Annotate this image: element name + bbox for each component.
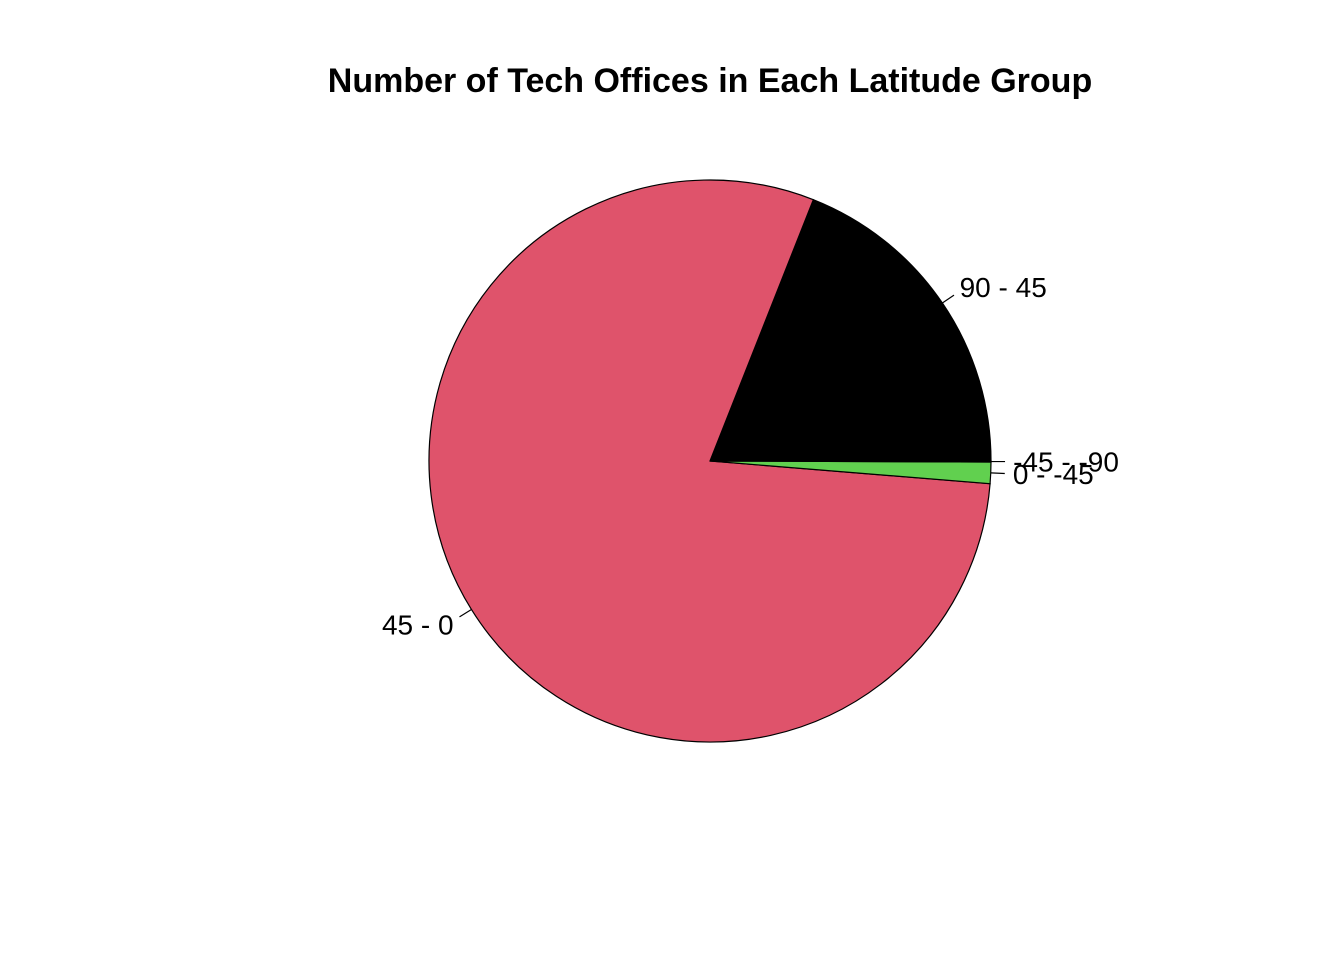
slice-label: 45 - 0 [382,609,454,640]
slice-label: 90 - 45 [960,272,1047,303]
pie-slices [428,179,992,743]
slice-label: 0 - -45 [1013,459,1094,490]
chart-title: Number of Tech Offices in Each Latitude … [328,62,1092,100]
label-tick [459,608,472,618]
pie-slice-90-45 [709,198,992,462]
label-tick [990,472,1005,475]
pie-slice-45-0 [428,179,991,743]
label-tick [942,294,955,304]
pie-labels: 90 - 45 45 - 0 0 - -45-45 - -90 [382,272,1119,640]
slice-label: -45 - -90 [1013,447,1119,478]
